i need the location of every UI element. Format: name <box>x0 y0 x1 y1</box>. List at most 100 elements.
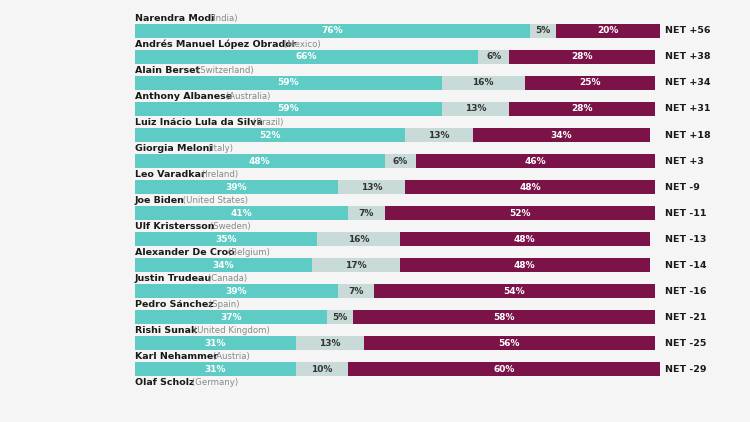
Text: (Canada): (Canada) <box>205 274 247 283</box>
Bar <box>135 50 478 64</box>
Text: (Italy): (Italy) <box>205 144 233 153</box>
Text: NET +38: NET +38 <box>665 52 711 62</box>
Bar <box>327 310 353 325</box>
Text: 13%: 13% <box>428 130 450 140</box>
Text: 13%: 13% <box>320 339 340 348</box>
Text: NET -9: NET -9 <box>665 183 700 192</box>
Text: NET -14: NET -14 <box>665 261 706 270</box>
Text: 48%: 48% <box>519 183 541 192</box>
Text: Karl Nehammer: Karl Nehammer <box>135 352 218 361</box>
Bar <box>135 310 327 325</box>
Bar <box>135 336 296 350</box>
Bar <box>135 258 312 272</box>
Text: 48%: 48% <box>514 235 535 243</box>
Text: (Brazil): (Brazil) <box>251 118 284 127</box>
Text: 6%: 6% <box>392 157 408 165</box>
Bar <box>530 24 556 38</box>
Text: NET +3: NET +3 <box>665 157 704 165</box>
Text: Olaf Scholz: Olaf Scholz <box>135 378 194 387</box>
Bar <box>509 102 655 116</box>
Bar <box>348 206 385 220</box>
Text: 10%: 10% <box>311 365 333 374</box>
Text: NET -21: NET -21 <box>665 313 706 322</box>
Bar <box>442 102 509 116</box>
Bar <box>385 154 416 168</box>
Text: (Austria): (Austria) <box>210 352 250 361</box>
Text: 34%: 34% <box>212 261 234 270</box>
Bar <box>296 362 348 376</box>
Text: Anthony Albanese: Anthony Albanese <box>135 92 232 101</box>
Text: Pedro Sánchez: Pedro Sánchez <box>135 300 214 309</box>
Text: 28%: 28% <box>572 52 592 62</box>
Bar <box>135 362 296 376</box>
Text: Alain Berset: Alain Berset <box>135 66 200 75</box>
Bar <box>374 284 655 298</box>
Text: 6%: 6% <box>486 52 501 62</box>
Bar <box>525 76 655 90</box>
Text: NET -25: NET -25 <box>665 339 706 348</box>
Bar <box>135 102 442 116</box>
Text: Rishi Sunak: Rishi Sunak <box>135 326 197 335</box>
Text: NET -11: NET -11 <box>665 208 706 218</box>
Text: 16%: 16% <box>472 78 494 87</box>
Text: Luiz Inácio Lula da Silva: Luiz Inácio Lula da Silva <box>135 118 262 127</box>
Text: Narendra Modi: Narendra Modi <box>135 14 214 23</box>
Bar <box>364 336 655 350</box>
Text: 37%: 37% <box>220 313 242 322</box>
Text: (Switzerland): (Switzerland) <box>194 66 254 75</box>
Bar <box>312 258 400 272</box>
Bar <box>296 336 364 350</box>
Bar <box>135 24 530 38</box>
Bar <box>405 180 655 194</box>
Text: 59%: 59% <box>278 105 299 114</box>
Bar <box>338 180 405 194</box>
Text: Ulf Kristersson: Ulf Kristersson <box>135 222 214 231</box>
Text: 13%: 13% <box>465 105 486 114</box>
Text: 13%: 13% <box>361 183 382 192</box>
Text: 41%: 41% <box>231 208 252 218</box>
Text: 31%: 31% <box>205 365 226 374</box>
Text: NET +18: NET +18 <box>665 130 711 140</box>
Text: 56%: 56% <box>499 339 520 348</box>
Text: (United Kingdom): (United Kingdom) <box>191 326 270 335</box>
Bar <box>400 258 650 272</box>
Text: 46%: 46% <box>524 157 546 165</box>
Bar <box>353 310 655 325</box>
Text: 35%: 35% <box>215 235 237 243</box>
Text: 25%: 25% <box>579 78 601 87</box>
Text: Alexander De Croo: Alexander De Croo <box>135 248 235 257</box>
Text: 60%: 60% <box>494 365 514 374</box>
Text: 59%: 59% <box>278 78 299 87</box>
Text: Andrés Manuel López Obrador: Andrés Manuel López Obrador <box>135 39 296 49</box>
Text: 28%: 28% <box>572 105 592 114</box>
Bar <box>405 128 472 142</box>
Text: 20%: 20% <box>597 27 619 35</box>
Text: 48%: 48% <box>514 261 535 270</box>
Text: (Spain): (Spain) <box>206 300 240 309</box>
Text: (Mexico): (Mexico) <box>280 40 320 49</box>
Bar <box>442 76 525 90</box>
Text: Joe Biden: Joe Biden <box>135 196 184 205</box>
Text: NET +56: NET +56 <box>665 27 711 35</box>
Text: NET +31: NET +31 <box>665 105 711 114</box>
Bar <box>400 232 650 246</box>
Text: 39%: 39% <box>226 287 248 296</box>
Text: 58%: 58% <box>494 313 514 322</box>
Text: 52%: 52% <box>260 130 281 140</box>
Bar <box>338 284 374 298</box>
Bar <box>135 76 442 90</box>
Text: (India): (India) <box>207 14 237 23</box>
Text: 66%: 66% <box>296 52 317 62</box>
Bar <box>135 128 405 142</box>
Text: 54%: 54% <box>504 287 525 296</box>
Text: 7%: 7% <box>358 208 374 218</box>
Text: NET -16: NET -16 <box>665 287 706 296</box>
Bar <box>556 24 660 38</box>
Text: NET +34: NET +34 <box>665 78 711 87</box>
Text: 5%: 5% <box>536 27 550 35</box>
Text: Leo Varadkar: Leo Varadkar <box>135 170 206 179</box>
Text: (Germany): (Germany) <box>189 378 238 387</box>
Bar <box>135 284 338 298</box>
Text: Justin Trudeau: Justin Trudeau <box>135 274 212 283</box>
Text: 39%: 39% <box>226 183 248 192</box>
